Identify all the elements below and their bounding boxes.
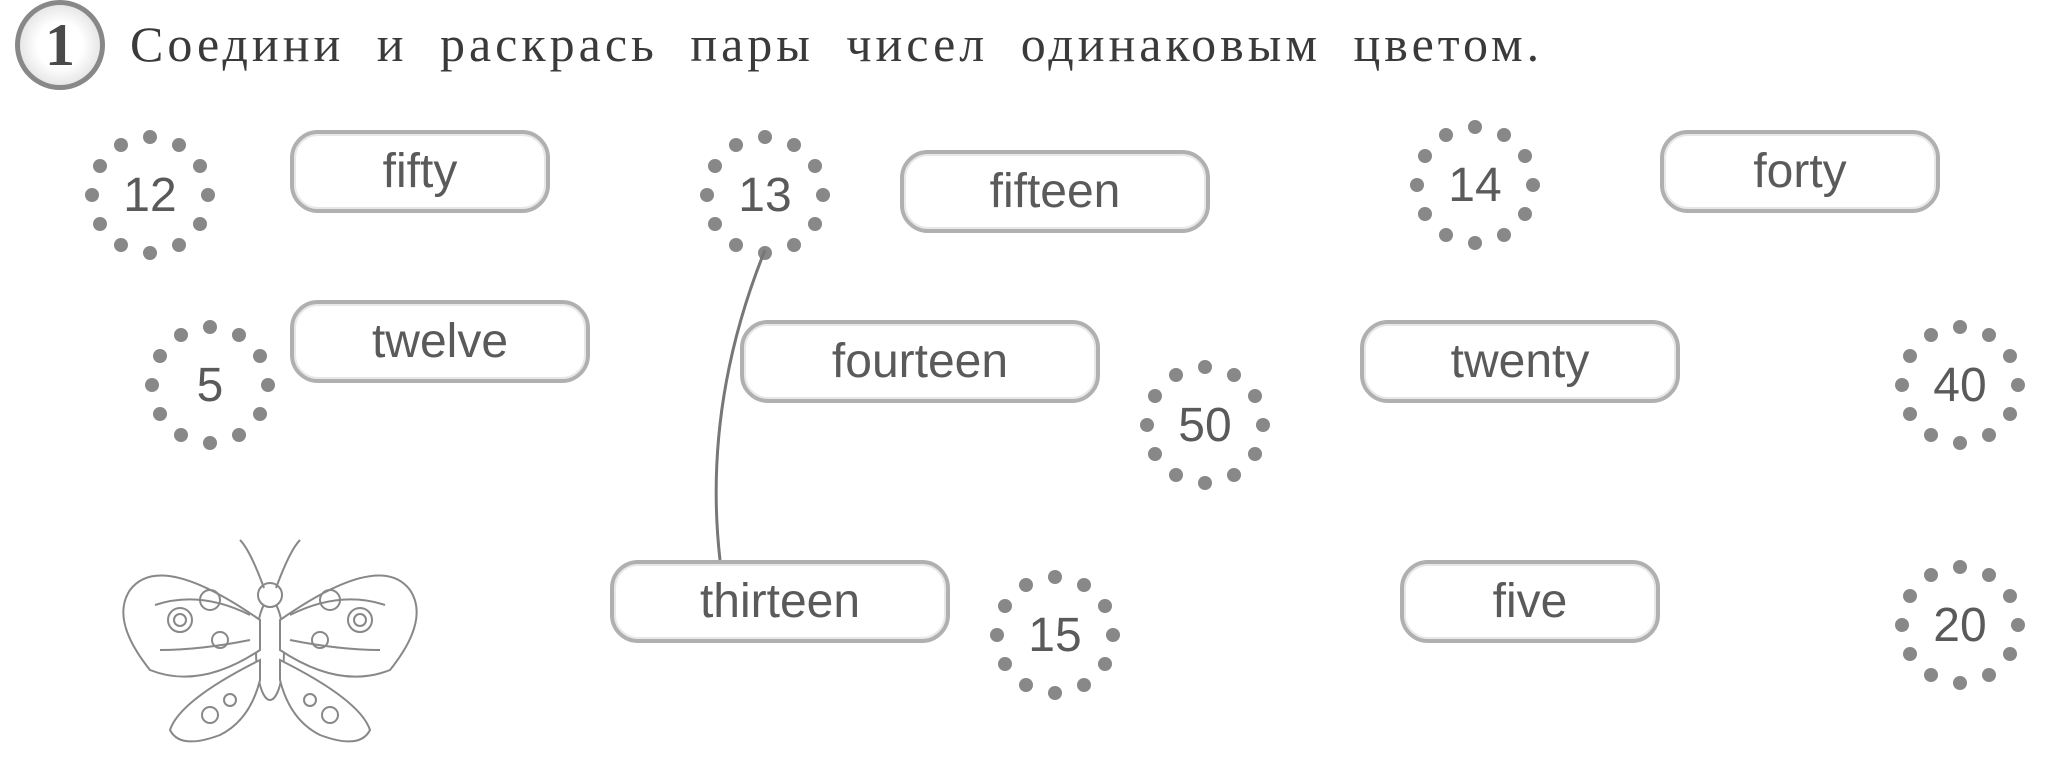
instruction-text: Соедини и раскрась пары чисел одинаковым… <box>130 15 1543 73</box>
dotted-ring <box>1140 360 1270 490</box>
number-circle[interactable]: 13 <box>700 130 830 260</box>
dotted-ring <box>990 570 1120 700</box>
word-label: forty <box>1753 144 1846 199</box>
number-circle[interactable]: 12 <box>85 130 215 260</box>
dotted-ring <box>700 130 830 260</box>
dotted-ring <box>1895 320 2025 450</box>
number-circle[interactable]: 50 <box>1140 360 1270 490</box>
word-box[interactable]: forty <box>1660 130 1940 213</box>
word-box[interactable]: twenty <box>1360 320 1680 403</box>
word-label: five <box>1493 574 1568 629</box>
exercise-number: 1 <box>15 0 105 90</box>
word-box[interactable]: twelve <box>290 300 590 383</box>
dotted-ring <box>145 320 275 450</box>
dotted-ring <box>85 130 215 260</box>
dotted-ring <box>1895 560 2025 690</box>
butterfly-decoration <box>100 520 440 760</box>
word-label: fifty <box>383 144 458 199</box>
word-label: twenty <box>1451 334 1590 389</box>
word-box[interactable]: fifteen <box>900 150 1210 233</box>
word-box[interactable]: thirteen <box>610 560 950 643</box>
word-label: fifteen <box>990 164 1121 219</box>
dotted-ring <box>1410 120 1540 250</box>
word-box[interactable]: fourteen <box>740 320 1100 403</box>
word-box[interactable]: fifty <box>290 130 550 213</box>
number-circle[interactable]: 14 <box>1410 120 1540 250</box>
number-circle[interactable]: 40 <box>1895 320 2025 450</box>
word-box[interactable]: five <box>1400 560 1660 643</box>
exercise-number-text: 1 <box>45 11 75 80</box>
word-label: twelve <box>372 314 508 369</box>
number-circle[interactable]: 15 <box>990 570 1120 700</box>
word-label: thirteen <box>700 574 860 629</box>
word-label: fourteen <box>832 334 1008 389</box>
number-circle[interactable]: 5 <box>145 320 275 450</box>
number-circle[interactable]: 20 <box>1895 560 2025 690</box>
